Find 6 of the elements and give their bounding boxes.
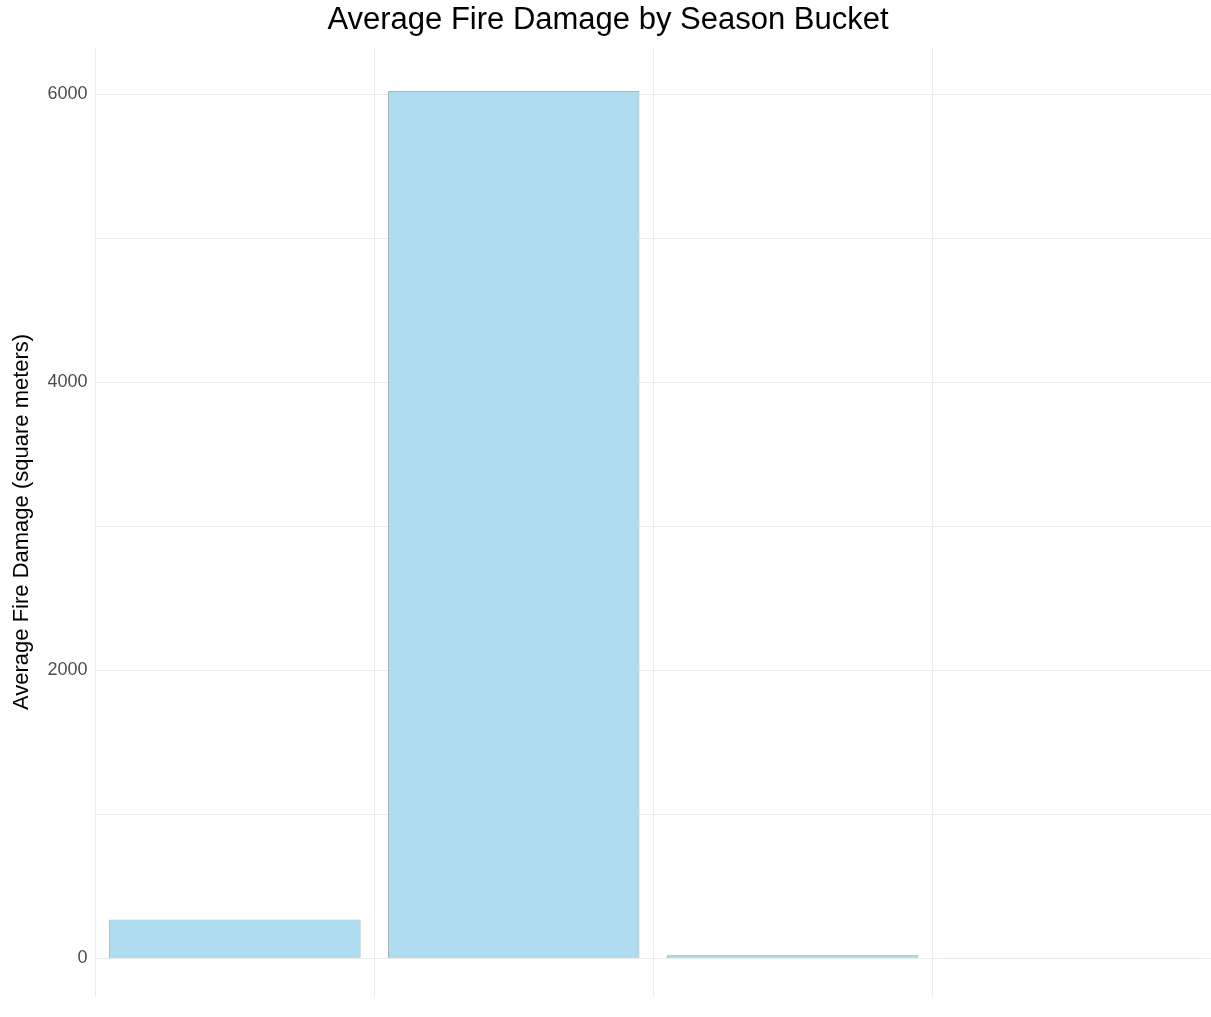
y-tick-label: 2000: [47, 659, 88, 680]
y-tick-label: 4000: [47, 371, 88, 392]
chart-title: Average Fire Damage by Season Bucket: [327, 1, 889, 37]
y-tick-label: 0: [77, 947, 88, 968]
y-axis-title: Average Fire Damage (square meters): [8, 333, 34, 710]
y-tick-label: 6000: [47, 82, 88, 103]
